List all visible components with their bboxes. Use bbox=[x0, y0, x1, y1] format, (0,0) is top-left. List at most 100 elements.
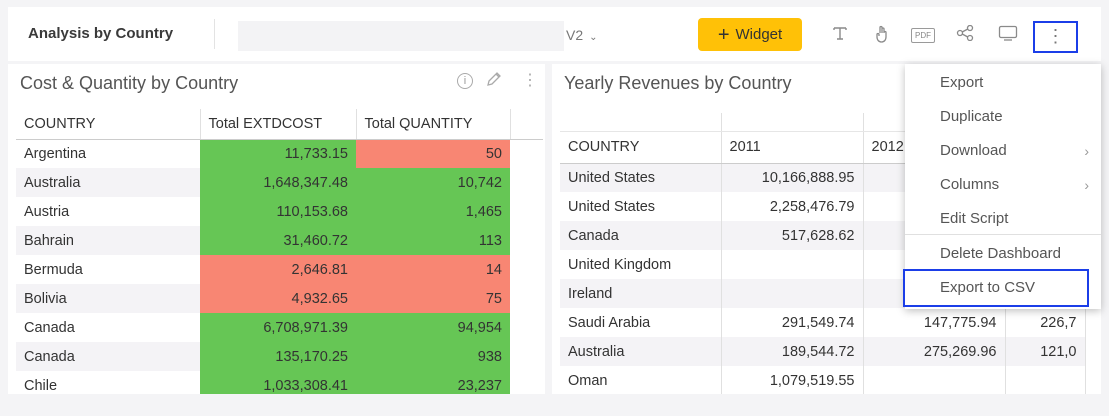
menu-item-edit-script[interactable]: Edit Script bbox=[905, 202, 1101, 236]
country-cell: Australia bbox=[560, 337, 722, 366]
revenue-2011-cell: 189,544.72 bbox=[721, 337, 864, 366]
revenue-2011-cell bbox=[721, 279, 864, 308]
country-cell: Canada bbox=[16, 342, 200, 371]
menu-item-download[interactable]: Download › bbox=[905, 134, 1101, 168]
more-vert-icon[interactable]: ⋮ bbox=[1033, 21, 1078, 53]
toolbar-divider bbox=[214, 19, 215, 49]
table-row[interactable]: Australia 189,544.72 275,269.96 121,0 bbox=[560, 337, 1086, 366]
revenue-2012-cell bbox=[863, 366, 1006, 394]
widget-menu-icon[interactable]: ⋮ bbox=[522, 72, 538, 89]
table-row[interactable]: Bolivia 4,932.65 75 bbox=[16, 284, 543, 313]
pdf-icon[interactable]: PDF bbox=[911, 28, 935, 43]
revenue-2012-cell: 275,269.96 bbox=[863, 337, 1006, 366]
empty-cell bbox=[510, 197, 543, 226]
revenue-2012-cell: 147,775.94 bbox=[863, 308, 1006, 337]
share-icon[interactable] bbox=[956, 24, 974, 46]
empty-cell bbox=[510, 226, 543, 255]
extdcost-cell: 135,170.25 bbox=[200, 342, 356, 371]
revenue-2011-cell: 10,166,888.95 bbox=[721, 163, 864, 192]
table-row[interactable]: Canada 6,708,971.39 94,954 bbox=[16, 313, 543, 342]
menu-item-export[interactable]: Export bbox=[905, 66, 1101, 100]
revenue-next-cell bbox=[1005, 366, 1086, 394]
edit-pencil-icon[interactable] bbox=[486, 71, 502, 92]
extdcost-cell: 1,648,347.48 bbox=[200, 168, 356, 197]
revenue-2011-cell bbox=[721, 250, 864, 279]
menu-item-delete-dashboard[interactable]: Delete Dashboard bbox=[905, 237, 1101, 271]
quantity-cell: 113 bbox=[356, 226, 510, 255]
dashboard-toolbar: Analysis by Country V2 ⌄ + Widget PDF ⋮ bbox=[8, 7, 1101, 61]
plus-icon: + bbox=[717, 23, 730, 46]
column-header-extdcost[interactable]: Total EXTDCOST bbox=[200, 109, 357, 140]
quantity-cell: 938 bbox=[356, 342, 510, 371]
add-widget-button[interactable]: + Widget bbox=[698, 18, 802, 51]
dashboard-title: Analysis by Country bbox=[28, 25, 174, 42]
extdcost-cell: 1,033,308.41 bbox=[200, 371, 356, 394]
table-row[interactable]: Bahrain 31,460.72 113 bbox=[16, 226, 543, 255]
country-cell: Australia bbox=[16, 168, 200, 197]
chevron-right-icon: › bbox=[1084, 177, 1089, 193]
monitor-icon[interactable] bbox=[998, 25, 1018, 46]
chevron-right-icon: › bbox=[1084, 143, 1089, 159]
extdcost-cell: 110,153.68 bbox=[200, 197, 356, 226]
column-header-2011[interactable]: 2011 bbox=[721, 131, 864, 164]
table-row[interactable]: Argentina 11,733.15 50 bbox=[16, 139, 543, 168]
version-label: V2 bbox=[566, 27, 584, 43]
menu-item-label: Edit Script bbox=[940, 210, 1009, 227]
empty-cell bbox=[510, 168, 543, 197]
table-row[interactable]: Bermuda 2,646.81 14 bbox=[16, 255, 543, 284]
column-group-spacer bbox=[721, 113, 864, 132]
column-header-country[interactable]: COUNTRY bbox=[16, 109, 201, 140]
empty-cell bbox=[510, 139, 543, 168]
menu-item-columns[interactable]: Columns › bbox=[905, 168, 1101, 202]
country-cell: United Kingdom bbox=[560, 250, 722, 279]
country-cell: United States bbox=[560, 163, 722, 192]
table-row[interactable]: Oman 1,079,519.55 bbox=[560, 366, 1086, 394]
menu-item-label: Download bbox=[940, 142, 1007, 159]
menu-item-label: Duplicate bbox=[940, 108, 1003, 125]
table-row[interactable]: Canada 135,170.25 938 bbox=[16, 342, 543, 371]
revenue-next-cell: 121,0 bbox=[1005, 337, 1086, 366]
country-cell: Argentina bbox=[24, 145, 87, 162]
revenue-2011-cell: 1,079,519.55 bbox=[721, 366, 864, 394]
quantity-cell: 75 bbox=[356, 284, 510, 313]
empty-cell bbox=[510, 313, 543, 342]
widget-title: Yearly Revenues by Country bbox=[564, 73, 792, 93]
extdcost-cell: 4,932.65 bbox=[200, 284, 356, 313]
quantity-cell: 50 bbox=[356, 139, 510, 168]
menu-item-label: Export bbox=[940, 74, 984, 91]
menu-item-export-to-csv[interactable]: Export to CSV bbox=[903, 269, 1089, 307]
country-cell: Bermuda bbox=[24, 261, 83, 278]
extdcost-cell: 31,460.72 bbox=[200, 226, 356, 255]
extdcost-cell: 2,646.81 bbox=[200, 255, 356, 284]
country-cell: Bahrain bbox=[16, 226, 200, 255]
column-header-quantity[interactable]: Total QUANTITY bbox=[356, 109, 511, 140]
table-row[interactable]: Saudi Arabia 291,549.74 147,775.94 226,7 bbox=[560, 308, 1086, 337]
column-header-empty bbox=[510, 109, 543, 140]
menu-item-label: Export to CSV bbox=[940, 279, 1036, 296]
quantity-cell: 10,742 bbox=[356, 168, 510, 197]
widget-title: Cost & Quantity by Country bbox=[20, 73, 239, 93]
table-row[interactable]: Australia 1,648,347.48 10,742 bbox=[16, 168, 543, 197]
cost-quantity-table: COUNTRY Total EXTDCOST Total QUANTITY Ar… bbox=[16, 109, 543, 394]
table-row[interactable]: Chile 1,033,308.41 23,237 bbox=[16, 371, 543, 394]
revenue-2011-cell: 291,549.74 bbox=[721, 308, 864, 337]
hand-icon[interactable] bbox=[874, 25, 890, 48]
country-cell: Ireland bbox=[560, 279, 722, 308]
column-header-country[interactable]: COUNTRY bbox=[560, 131, 722, 164]
country-cell: Austria bbox=[24, 203, 70, 220]
menu-divider bbox=[905, 234, 1101, 235]
text-icon[interactable] bbox=[832, 25, 848, 46]
table-row[interactable]: Austria 110,153.68 1,465 bbox=[16, 197, 543, 226]
menu-item-duplicate[interactable]: Duplicate bbox=[905, 100, 1101, 134]
info-icon[interactable]: i bbox=[457, 73, 473, 89]
version-dropdown[interactable]: V2 ⌄ bbox=[566, 27, 598, 43]
empty-cell bbox=[510, 284, 543, 313]
dashboard-name-field[interactable] bbox=[238, 21, 564, 51]
empty-cell bbox=[510, 255, 543, 284]
quantity-cell: 14 bbox=[356, 255, 510, 284]
revenue-next-cell: 226,7 bbox=[1005, 308, 1086, 337]
country-cell: Canada bbox=[560, 221, 722, 250]
extdcost-cell: 6,708,971.39 bbox=[200, 313, 356, 342]
empty-cell bbox=[510, 371, 543, 394]
country-cell: Canada bbox=[24, 319, 75, 336]
